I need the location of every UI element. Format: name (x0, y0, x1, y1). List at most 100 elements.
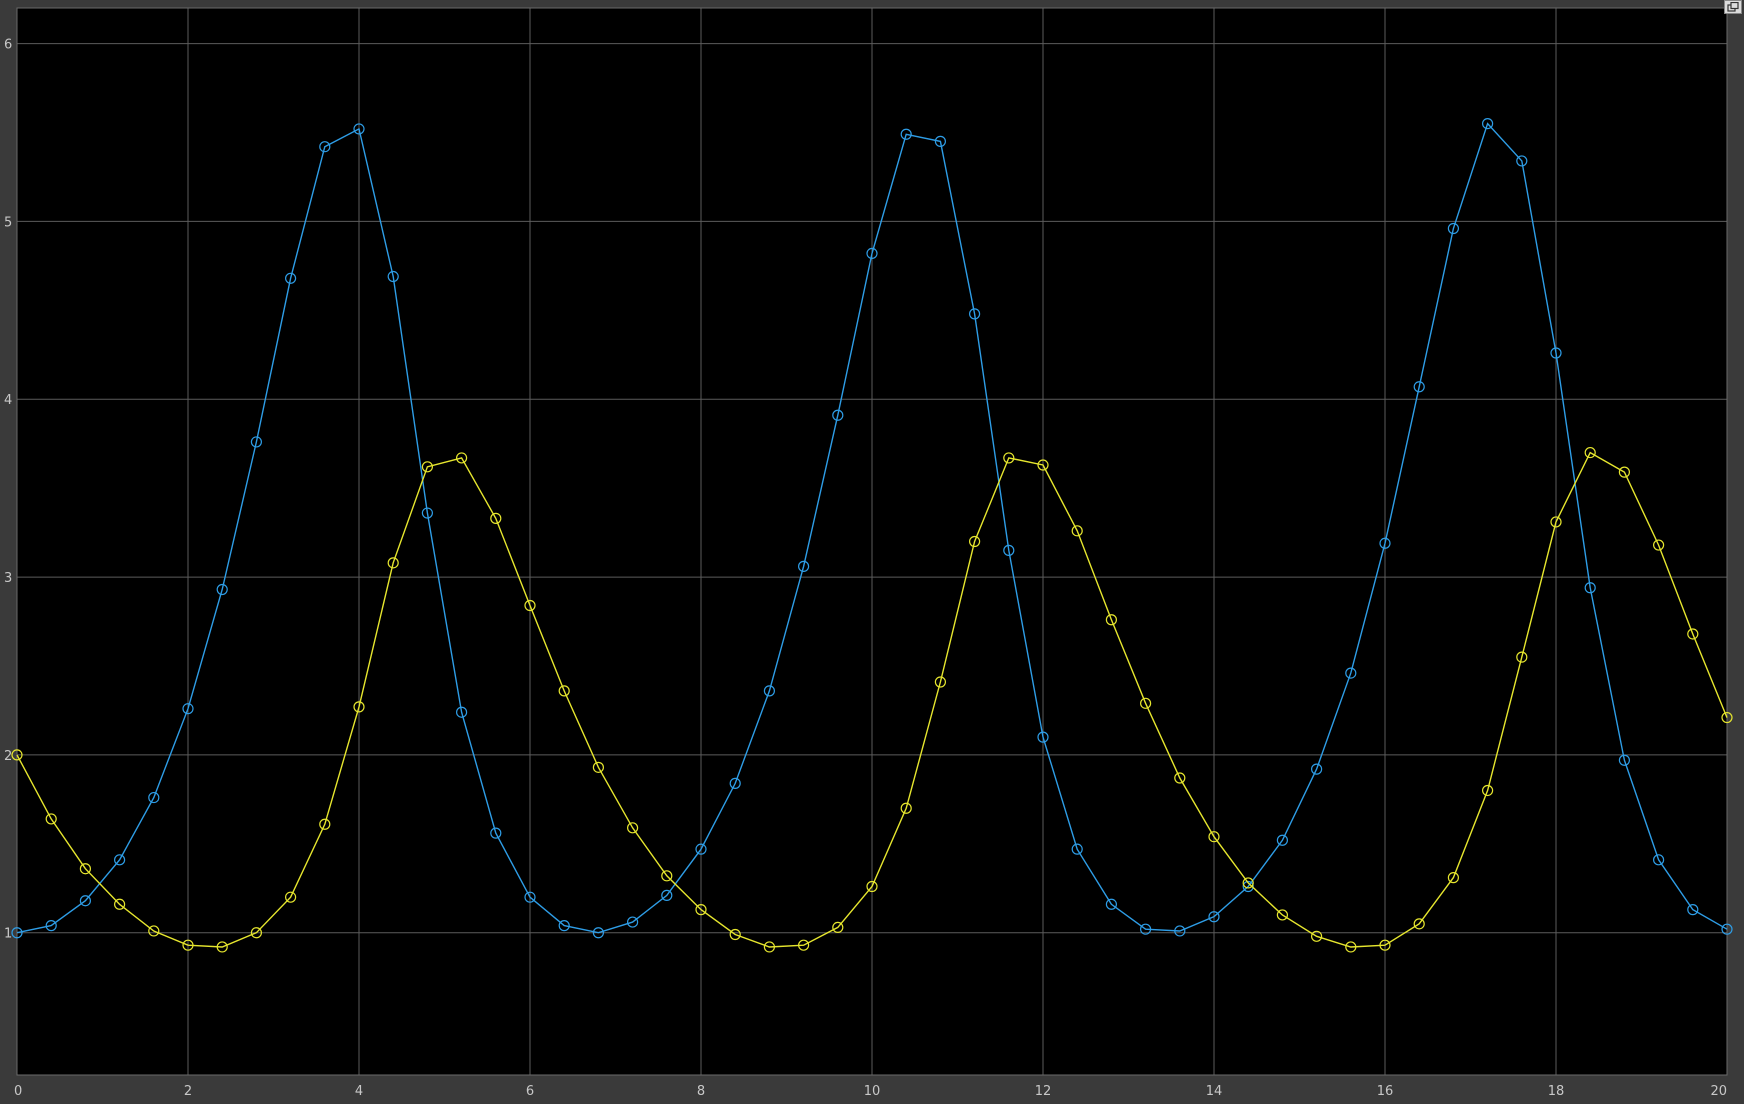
data-point (1310, 930, 1323, 942)
data-point (456, 706, 468, 718)
series-line (16, 122, 1728, 934)
data-point (797, 939, 810, 951)
x-tick-label: 12 (1035, 1084, 1052, 1099)
data-point (1652, 539, 1665, 551)
data-point (558, 685, 570, 697)
data-point (113, 854, 126, 866)
data-point (353, 701, 365, 713)
data-point (1516, 651, 1528, 663)
data-point (182, 939, 194, 951)
x-tick-label: 16 (1377, 1084, 1394, 1099)
data-point (729, 777, 741, 789)
data-point (1037, 459, 1049, 471)
data-point (216, 583, 228, 596)
y-tick-label: 6 (4, 38, 12, 53)
data-point (1242, 880, 1254, 893)
data-point (1345, 667, 1357, 679)
data-point (695, 904, 707, 916)
data-point (11, 749, 23, 761)
data-point (1174, 925, 1186, 937)
data-point (79, 863, 92, 875)
x-tick-label: 0 (14, 1084, 22, 1099)
series-1 (11, 117, 1733, 939)
data-point (832, 409, 844, 421)
x-tick-label: 6 (526, 1084, 534, 1099)
data-point (626, 916, 639, 928)
data-point (1550, 516, 1562, 528)
data-point (387, 557, 399, 569)
data-point (592, 761, 605, 773)
data-point (387, 270, 399, 283)
data-point (490, 512, 502, 524)
data-point (866, 880, 878, 893)
data-point (1618, 466, 1631, 478)
data-point (866, 247, 878, 260)
data-point (182, 703, 194, 715)
data-point (1310, 763, 1323, 775)
data-point (1345, 941, 1357, 953)
data-point (1584, 582, 1596, 594)
data-point (900, 802, 912, 814)
data-point (524, 599, 536, 612)
data-point (1276, 834, 1289, 846)
data-point (1105, 614, 1118, 626)
data-point (1071, 525, 1083, 537)
y-tick-label: 4 (4, 393, 12, 408)
data-point (1139, 923, 1152, 935)
data-point (1413, 381, 1425, 393)
data-point (968, 308, 981, 320)
data-point (1481, 784, 1494, 797)
data-point (1208, 911, 1220, 923)
data-point (1584, 446, 1596, 459)
data-point (1413, 918, 1425, 930)
data-point (729, 928, 741, 941)
data-point (661, 870, 673, 882)
data-point (524, 891, 536, 903)
data-point (11, 927, 23, 939)
data-point (45, 813, 57, 825)
data-point (1618, 754, 1631, 766)
data-point (216, 941, 228, 953)
data-point (1174, 772, 1186, 784)
data-point (285, 891, 297, 903)
data-point (319, 141, 331, 153)
data-point (695, 843, 707, 855)
data-point (1721, 923, 1733, 935)
x-tick-label: 10 (864, 1084, 881, 1099)
data-point (1516, 155, 1528, 167)
data-point (1003, 452, 1015, 464)
data-point (113, 898, 126, 910)
x-tick-label: 8 (697, 1084, 705, 1099)
data-point (797, 560, 810, 572)
data-point (968, 535, 981, 548)
data-point (319, 818, 331, 830)
data-point (250, 436, 262, 448)
x-tick-label: 20 (1710, 1084, 1727, 1099)
data-point (1687, 628, 1699, 640)
data-point (1447, 222, 1460, 235)
data-point (1379, 537, 1391, 549)
data-point (456, 452, 468, 464)
data-point (421, 461, 433, 473)
restore-view-button[interactable] (1724, 0, 1742, 14)
x-tick-label: 18 (1548, 1084, 1565, 1099)
data-point (626, 822, 639, 834)
data-point (934, 676, 947, 688)
data-point (1550, 347, 1562, 359)
data-point (148, 925, 160, 937)
data-point (934, 135, 947, 147)
data-point (592, 927, 605, 939)
data-point (832, 921, 844, 933)
data-point (1481, 117, 1494, 130)
data-point (1652, 854, 1665, 866)
data-point (353, 123, 365, 135)
data-point (763, 685, 776, 697)
series-line (16, 451, 1728, 948)
data-point (1687, 904, 1699, 916)
data-point (1276, 909, 1289, 921)
restore-icon (1727, 2, 1739, 12)
data-point (1208, 831, 1220, 843)
data-point (1071, 843, 1083, 855)
